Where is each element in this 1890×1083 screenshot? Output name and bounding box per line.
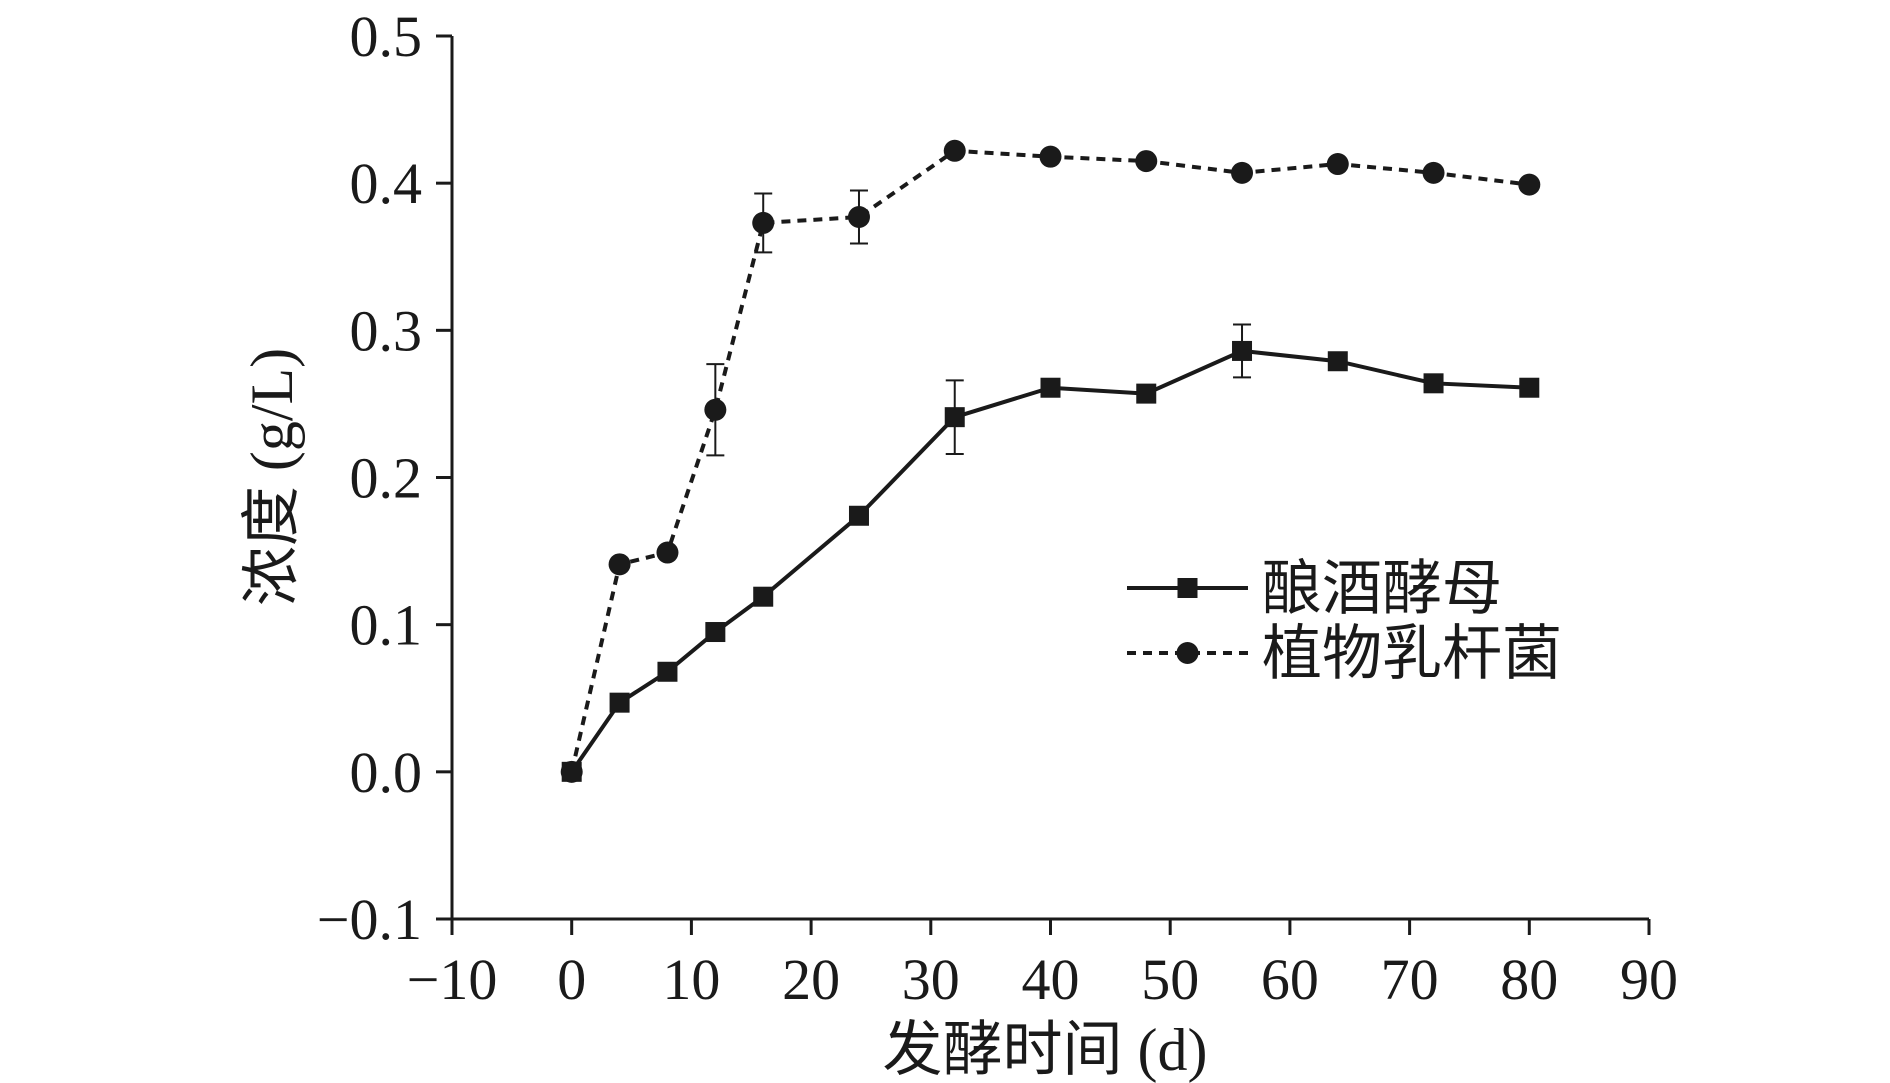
y-tick-label: 0.4	[350, 151, 423, 216]
data-point-circle	[752, 211, 775, 234]
series-2	[560, 139, 1541, 783]
data-point-square	[657, 661, 678, 682]
y-tick-label: −0.1	[317, 887, 422, 952]
x-axis-title: 发酵时间 (d)	[883, 1017, 1208, 1083]
legend-label-1: 酿酒酵母	[1262, 556, 1502, 622]
data-point-square	[848, 505, 869, 526]
y-tick-label: 0.2	[350, 446, 423, 511]
axes	[450, 36, 1649, 921]
x-tick-label: 70	[1381, 947, 1439, 1012]
y-tick-label: 0.3	[350, 298, 423, 363]
x-tick-label: 40	[1022, 947, 1080, 1012]
data-point-circle	[560, 760, 583, 783]
legend-label-2: 植物乳杆菌	[1262, 621, 1562, 687]
x-tick-label: 0	[557, 947, 586, 1012]
x-tick-label: 50	[1141, 947, 1199, 1012]
data-point-circle	[1518, 173, 1541, 196]
data-point-square	[753, 586, 774, 607]
data-point-circle	[847, 206, 870, 229]
data-point-square	[1327, 351, 1348, 372]
y-tick-label: 0.1	[350, 593, 423, 658]
y-tick-label: 0.5	[350, 4, 423, 69]
data-point-circle	[608, 553, 631, 576]
data-point-circle	[1326, 153, 1349, 176]
data-point-circle	[943, 139, 966, 162]
x-tick-label: −10	[407, 947, 498, 1012]
legend-marker-circle	[1176, 642, 1199, 664]
data-point-square	[944, 407, 965, 428]
data-point-square	[609, 692, 630, 713]
data-point-circle	[1135, 150, 1158, 173]
data-point-square	[1519, 377, 1540, 398]
data-point-circle	[1231, 161, 1254, 184]
series-1	[561, 323, 1540, 782]
y-ticks: −0.1 0.0 0.1 0.2 0.3 0.4 0.5	[317, 4, 452, 952]
x-tick-label: 30	[902, 947, 960, 1012]
x-ticks: −10 0 10 20 30 40 50 60 70 80 90	[407, 919, 1678, 1012]
data-point-square	[1232, 340, 1253, 361]
data-point-square	[1040, 377, 1061, 398]
data-point-circle	[1039, 145, 1062, 168]
data-point-square	[705, 622, 726, 643]
data-point-circle	[656, 541, 679, 564]
y-tick-label: 0.0	[350, 740, 423, 805]
data-point-circle	[704, 398, 727, 421]
data-point-circle	[1422, 161, 1445, 184]
data-point-square	[1136, 383, 1157, 404]
series-group	[560, 139, 1541, 783]
x-tick-label: 20	[782, 947, 840, 1012]
x-tick-label: 90	[1620, 947, 1678, 1012]
legend-marker-square	[1177, 578, 1198, 598]
x-tick-label: 60	[1261, 947, 1319, 1012]
y-axis-title: 浓度 (g/L)	[239, 348, 305, 606]
x-tick-label: 10	[662, 947, 720, 1012]
x-tick-label: 80	[1500, 947, 1558, 1012]
data-point-square	[1423, 373, 1444, 394]
